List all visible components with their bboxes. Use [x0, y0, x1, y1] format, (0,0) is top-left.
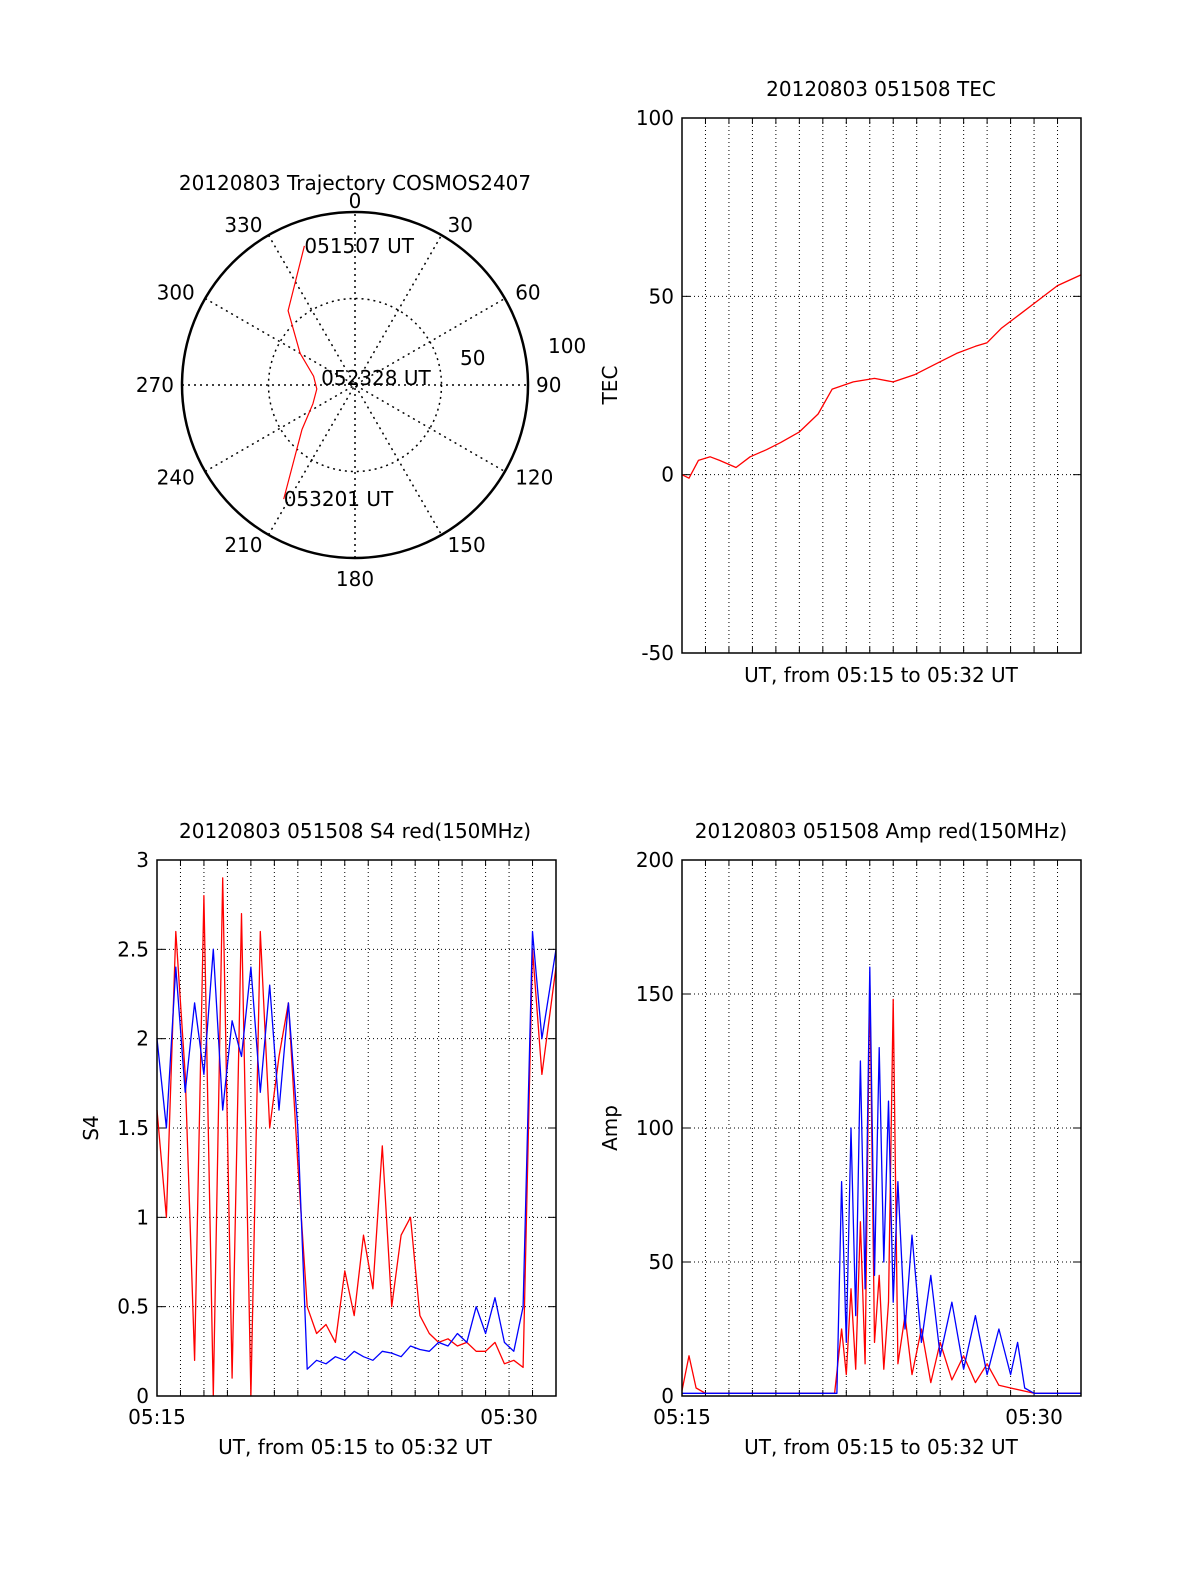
polar-spoke — [204, 297, 506, 473]
x-tick-label: 05:15 — [128, 1405, 186, 1429]
s4-xlabel: UT, from 05:15 to 05:32 UT — [218, 1435, 493, 1459]
amp-panel: 20120803 051508 Amp red(150MHz) UT, from… — [598, 819, 1082, 1459]
tec-xlabel: UT, from 05:15 to 05:32 UT — [744, 663, 1019, 687]
series-line — [156, 930, 557, 1370]
polar-annotation: 051507 UT — [304, 234, 414, 258]
plot-frame — [681, 117, 1082, 654]
polar-spoke — [267, 234, 443, 536]
tec-ylabel: TEC — [598, 366, 622, 406]
y-tick-label: 1.5 — [117, 1116, 149, 1140]
polar-angle-label: 300 — [157, 281, 195, 305]
polar-grid — [180, 210, 530, 560]
tec-panel: 20120803 051508 TEC UT, from 05:15 to 05… — [598, 77, 1082, 687]
polar-angle-label: 90 — [536, 373, 561, 397]
polar-angle-label: 0 — [349, 189, 362, 213]
x-tick-label: 05:30 — [1005, 1405, 1063, 1429]
polar-spoke — [204, 297, 506, 473]
polar-angle-label: 120 — [515, 466, 553, 490]
series-line — [681, 274, 1082, 479]
y-tick-label: 100 — [636, 106, 674, 130]
amp-title: 20120803 051508 Amp red(150MHz) — [695, 819, 1067, 843]
polar-angle-label: 210 — [224, 533, 262, 557]
polar-labels: 0 30 60 90 120 150 180 210 240 270 300 330 50 100 0515… — [136, 189, 586, 591]
amp-xlabel: UT, from 05:15 to 05:32 UT — [744, 1435, 1019, 1459]
series-line — [156, 877, 557, 1397]
polar-angle-label: 240 — [157, 466, 195, 490]
y-tick-label: 50 — [649, 1250, 674, 1274]
y-tick-label: 50 — [649, 284, 674, 308]
y-tick-label: 0 — [661, 463, 674, 487]
y-tick-label: -50 — [641, 641, 674, 665]
polar-title: 20120803 Trajectory COSMOS2407 — [179, 171, 531, 195]
polar-trajectory-line — [283, 245, 318, 500]
y-tick-label: 3 — [136, 848, 149, 872]
y-tick-label: 200 — [636, 848, 674, 872]
s4-panel: 20120803 051508 S4 red(150MHz) UT, from … — [79, 819, 557, 1459]
tec-title: 20120803 051508 TEC — [766, 77, 996, 101]
y-tick-label: 2 — [136, 1027, 149, 1051]
amp-plot: 0 50 100 150 200 05:15 05:30 — [636, 848, 1082, 1429]
s4-title: 20120803 051508 S4 red(150MHz) — [179, 819, 531, 843]
series-line — [681, 979, 1081, 1394]
y-tick-label: 150 — [636, 982, 674, 1006]
polar-radial-label: 50 — [460, 346, 485, 370]
polar-angle-label: 30 — [448, 213, 473, 237]
y-tick-label: 2.5 — [117, 937, 149, 961]
polar-angle-label: 180 — [336, 567, 374, 591]
plot-frame — [156, 859, 557, 1397]
x-tick-label: 05:15 — [653, 1405, 711, 1429]
y-tick-label: 0 — [136, 1384, 149, 1408]
y-tick-label: 1 — [136, 1205, 149, 1229]
trajectory-polar-panel: 20120803 Trajectory COSMOS2407 0 30 60 90 12… — [136, 171, 586, 591]
polar-angle-label: 60 — [515, 281, 540, 305]
y-tick-label: 0 — [661, 1384, 674, 1408]
polar-angle-label: 150 — [448, 533, 486, 557]
y-tick-label: 0.5 — [117, 1295, 149, 1319]
y-tick-label: 100 — [636, 1116, 674, 1140]
polar-annotation: 052328 UT — [321, 366, 431, 390]
amp-ylabel: Amp — [598, 1105, 622, 1151]
polar-trajectory — [283, 245, 318, 500]
polar-angle-label: 270 — [136, 373, 174, 397]
polar-spoke — [267, 234, 443, 536]
tec-plot: -50 0 50 100 — [636, 106, 1082, 665]
polar-angle-label: 330 — [224, 213, 262, 237]
polar-radial-label: 100 — [548, 334, 586, 358]
x-tick-label: 05:30 — [480, 1405, 538, 1429]
s4-ylabel: S4 — [79, 1115, 103, 1140]
s4-plot: 0 0.5 1 1.5 2 2.5 3 05:15 05:30 — [117, 848, 557, 1429]
series-line — [682, 966, 1081, 1394]
polar-annotation: 053201 UT — [284, 487, 394, 511]
plot-frame — [681, 859, 1082, 1397]
